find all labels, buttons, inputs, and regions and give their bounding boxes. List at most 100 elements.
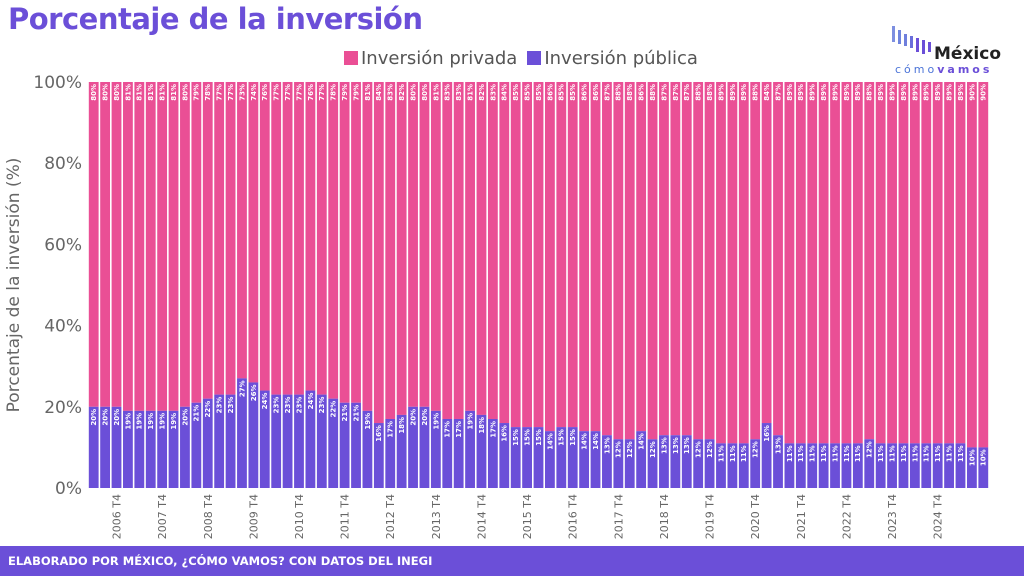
- data-label-public: 26%: [250, 384, 258, 401]
- bar-public: [168, 410, 179, 488]
- data-label-private: 89%: [831, 84, 839, 101]
- bar-private: [636, 82, 647, 432]
- data-label-private: 89%: [888, 84, 896, 101]
- bar-private: [533, 82, 544, 428]
- data-label-private: 79%: [352, 84, 360, 101]
- bar-public: [932, 443, 943, 488]
- bar-private: [670, 82, 681, 436]
- bar-public: [784, 443, 795, 488]
- bar-public: [396, 414, 407, 488]
- bar-private: [373, 82, 384, 424]
- x-tick-label: 2022 T4: [840, 494, 853, 539]
- bar-public: [373, 423, 384, 488]
- x-tick-label: 2017 T4: [612, 494, 625, 539]
- bar-public: [590, 431, 601, 488]
- data-label-public: 11%: [957, 445, 965, 462]
- data-label-public: 11%: [786, 445, 794, 462]
- legend-swatch-public: [527, 51, 542, 65]
- bar-public: [419, 406, 430, 488]
- x-tick-label: 2024 T4: [932, 494, 945, 539]
- data-label-private: 89%: [797, 84, 805, 101]
- data-label-public: 12%: [615, 441, 623, 458]
- bar-public: [659, 435, 669, 488]
- bar-public: [385, 418, 396, 488]
- data-label-public: 12%: [649, 441, 657, 458]
- data-label-private: 80%: [102, 84, 110, 101]
- data-label-private: 85%: [535, 84, 543, 101]
- data-label-public: 21%: [193, 405, 201, 422]
- bar-public: [670, 435, 681, 488]
- data-label-private: 83%: [387, 84, 395, 101]
- bar-private: [202, 82, 213, 399]
- data-label-private: 77%: [227, 84, 235, 101]
- data-label-public: 13%: [774, 437, 782, 454]
- data-label-private: 77%: [273, 84, 281, 101]
- bar-public: [738, 443, 749, 488]
- data-label-public: 15%: [558, 429, 566, 446]
- data-label-private: 79%: [193, 84, 201, 101]
- bar-private: [476, 82, 487, 415]
- bar-private: [442, 82, 453, 419]
- bar-public: [225, 394, 236, 488]
- bar-public: [966, 447, 977, 488]
- chart-area: Porcentaje de la inversión (%) 0% 20% 40% 60…: [4, 73, 989, 539]
- data-label-private: 89%: [923, 84, 931, 101]
- bar-private: [430, 82, 441, 411]
- bar-public: [887, 443, 897, 488]
- bar-public: [636, 431, 647, 488]
- bar-private: [134, 82, 145, 411]
- bar-public: [339, 402, 350, 488]
- bar-public: [499, 423, 510, 488]
- bar-public: [111, 406, 122, 488]
- bar-private: [123, 82, 133, 411]
- data-label-private: 78%: [204, 84, 212, 101]
- bar-private: [875, 82, 886, 444]
- data-label-public: 16%: [501, 425, 509, 442]
- data-label-public: 19%: [147, 413, 155, 430]
- data-label-private: 90%: [968, 84, 976, 101]
- data-label-private: 86%: [592, 84, 600, 101]
- bar-private: [259, 82, 270, 391]
- legend-label-private: Inversión privada: [361, 47, 518, 69]
- bar-private: [453, 82, 464, 419]
- data-label-public: 22%: [204, 401, 212, 418]
- data-label-private: 76%: [261, 84, 269, 101]
- data-label-public: 15%: [523, 429, 531, 446]
- bar-private: [157, 82, 168, 411]
- bar-private: [396, 82, 407, 415]
- data-label-private: 89%: [945, 84, 953, 101]
- bar-public: [624, 439, 635, 488]
- x-tick-label: 2021 T4: [795, 494, 808, 539]
- data-label-private: 80%: [113, 84, 121, 101]
- bar-private: [191, 82, 202, 403]
- data-label-private: 81%: [159, 84, 167, 101]
- data-label-public: 11%: [843, 445, 851, 462]
- data-label-public: 23%: [295, 397, 303, 414]
- bar-private: [807, 82, 818, 444]
- bar-private: [852, 82, 863, 444]
- bar-public: [944, 443, 954, 488]
- bar-private: [909, 82, 920, 444]
- data-label-private: 88%: [649, 84, 657, 101]
- bar-private: [681, 82, 692, 436]
- bar-private: [214, 82, 225, 395]
- bar-private: [487, 82, 498, 419]
- bar-public: [328, 398, 339, 488]
- data-label-private: 77%: [318, 84, 326, 101]
- bar-private: [773, 82, 783, 436]
- data-label-private: 81%: [432, 84, 440, 101]
- bar-public: [465, 410, 475, 488]
- data-label-private: 86%: [581, 84, 589, 101]
- data-label-private: 84%: [501, 84, 509, 101]
- bar-public: [647, 439, 658, 488]
- data-label-public: 19%: [170, 413, 178, 430]
- data-label-public: 19%: [466, 413, 474, 430]
- data-label-private: 78%: [330, 84, 338, 101]
- bar-public: [761, 423, 772, 488]
- data-label-private: 87%: [774, 84, 782, 101]
- bar-public: [579, 431, 590, 488]
- data-label-public: 16%: [763, 425, 771, 442]
- data-label-public: 19%: [364, 413, 372, 430]
- data-label-private: 89%: [911, 84, 919, 101]
- data-label-public: 13%: [660, 437, 668, 454]
